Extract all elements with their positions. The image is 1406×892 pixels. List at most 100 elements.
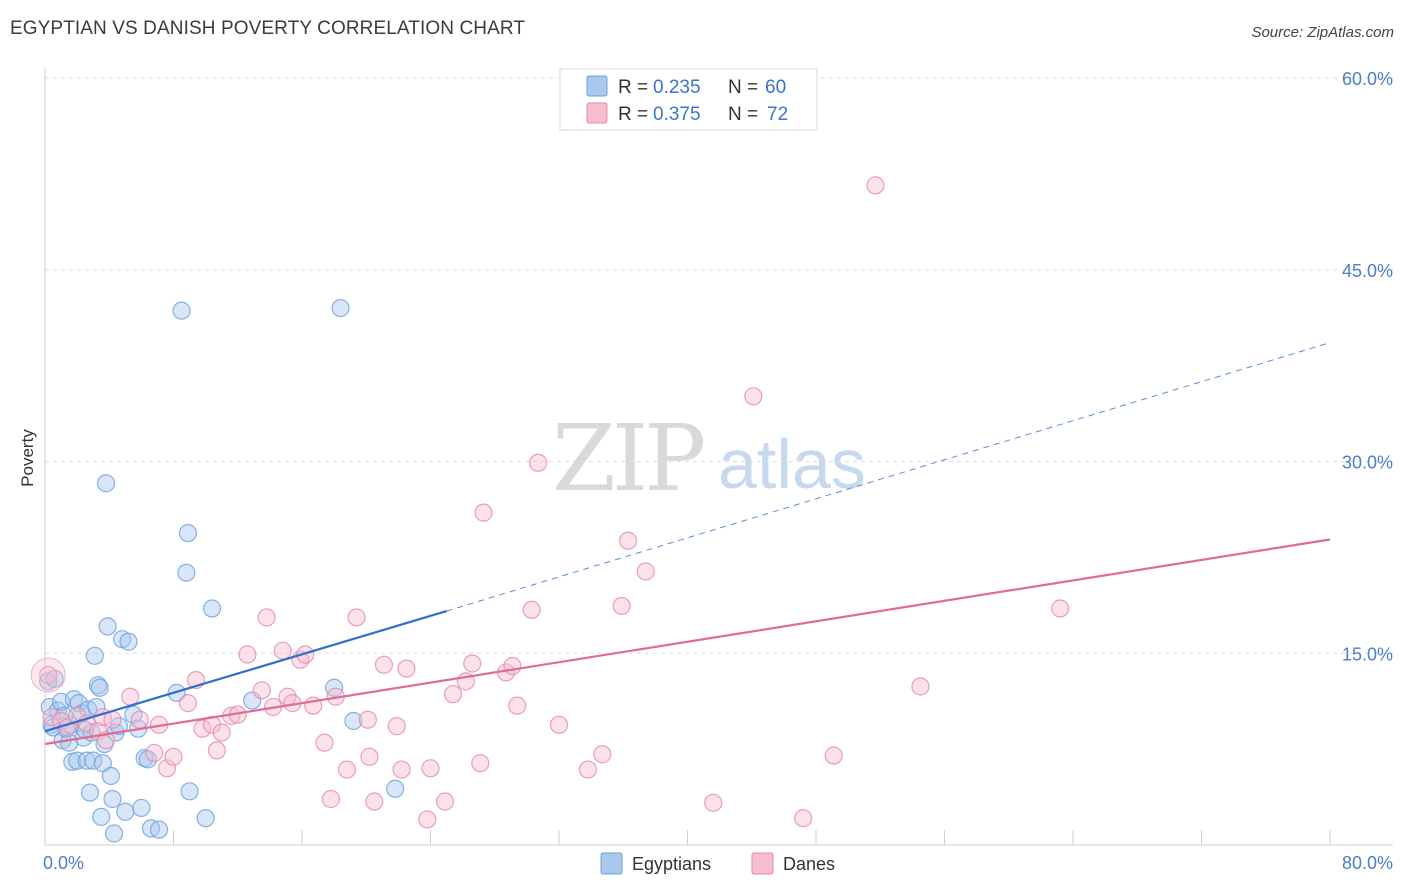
- trend-lines: [44, 342, 1331, 746]
- point-danes-21: [212, 723, 231, 742]
- point-danes-cluster: [30, 657, 66, 693]
- point-danes-46: [418, 810, 437, 829]
- point-danes-42: [374, 655, 394, 674]
- point-danes-26: [257, 608, 276, 627]
- point-egyptians-31: [104, 824, 124, 843]
- point-danes-11: [130, 710, 149, 729]
- point-danes-64: [636, 562, 655, 581]
- legend-r-value-egyptians: 0.235: [653, 77, 701, 98]
- point-egyptians-47: [180, 782, 199, 801]
- point-egyptians-30: [103, 789, 122, 809]
- point-danes-39: [358, 710, 377, 729]
- point-danes-60: [578, 760, 598, 779]
- point-egyptians-46: [178, 523, 198, 543]
- point-danes-41: [365, 792, 384, 811]
- point-danes-0: [39, 665, 58, 685]
- point-egyptians-48: [196, 809, 215, 828]
- y-axis-title: Poverty: [18, 429, 37, 487]
- legend-n-value-danes: 72: [767, 104, 788, 125]
- point-danes-1: [42, 708, 61, 727]
- point-egyptians-21: [85, 646, 104, 665]
- watermark: ZIP atlas: [552, 405, 866, 512]
- point-egyptians-54: [386, 779, 405, 798]
- point-danes-65: [704, 793, 723, 812]
- point-egyptians-12: [68, 751, 87, 770]
- point-danes-28: [273, 641, 292, 660]
- point-danes-40: [360, 747, 379, 766]
- watermark-zip: ZIP: [552, 405, 703, 512]
- point-egyptians-26: [93, 754, 112, 773]
- point-danes-69: [866, 176, 885, 195]
- legend-r-label-egyptians: R =: [618, 77, 648, 98]
- point-egyptians-29: [101, 766, 120, 786]
- point-danes-52: [471, 754, 490, 773]
- point-danes-38: [347, 608, 366, 627]
- source-credit: Source: ZipAtlas.com: [1251, 24, 1394, 41]
- point-danes-20: [207, 741, 226, 760]
- point-danes-71: [1051, 599, 1070, 618]
- series-legend-label-danes: Danes: [783, 854, 835, 874]
- point-egyptians-24: [90, 678, 109, 697]
- point-danes-25: [252, 681, 271, 700]
- point-danes-37: [337, 760, 357, 779]
- point-danes-63: [618, 531, 638, 550]
- point-danes-24: [238, 645, 257, 664]
- grid-lines: [45, 77, 1393, 654]
- point-egyptians-44: [172, 301, 191, 320]
- point-egyptians-45: [177, 563, 196, 582]
- point-danes-18: [193, 719, 212, 738]
- point-egyptians-53: [344, 711, 363, 731]
- legend-n-value-egyptians: 60: [765, 77, 786, 98]
- x-tick-label-max: 80.0%: [1342, 853, 1393, 873]
- point-danes-53: [474, 503, 493, 522]
- point-danes-12: [145, 743, 164, 763]
- point-danes-49: [443, 685, 463, 704]
- x-tick-label-min: 0.0%: [43, 853, 84, 873]
- point-danes-68: [824, 746, 843, 765]
- y-tick-label-45: 45.0%: [1342, 261, 1393, 281]
- point-danes-15: [164, 747, 183, 766]
- point-egyptians-27: [96, 474, 116, 493]
- point-danes-32: [296, 645, 315, 664]
- point-danes-51: [463, 654, 482, 673]
- y-tick-label-30: 30.0%: [1342, 453, 1393, 473]
- point-danes-14: [157, 759, 177, 778]
- point-danes-59: [549, 715, 569, 734]
- point-danes-62: [612, 596, 631, 616]
- point-egyptians-28: [98, 617, 117, 636]
- point-danes-10: [121, 687, 140, 706]
- point-danes-16: [178, 694, 198, 713]
- point-danes-57: [522, 600, 541, 619]
- legend-r-label-danes: R =: [618, 104, 648, 125]
- watermark-atlas: atlas: [718, 425, 866, 503]
- point-egyptians-52: [331, 299, 350, 318]
- y-tick-label-60: 60.0%: [1342, 69, 1393, 89]
- point-egyptians-49: [202, 599, 222, 618]
- point-danes-58: [529, 453, 548, 472]
- series-legend-swatch-danes: [751, 852, 774, 875]
- legend-r-value-danes: 0.375: [653, 104, 701, 125]
- point-danes-45: [397, 659, 416, 678]
- point-danes-70: [911, 677, 930, 696]
- point-danes-43: [387, 717, 406, 736]
- trend-line-egyptians: [44, 610, 447, 733]
- point-danes-61: [593, 745, 612, 764]
- legend-n-label-danes: N =: [728, 104, 758, 125]
- series-legend-swatch-egyptians: [600, 852, 623, 875]
- point-danes-35: [321, 789, 341, 809]
- series-legend: Egyptians Danes: [600, 852, 835, 875]
- point-danes-47: [421, 759, 440, 778]
- point-danes-55: [503, 656, 522, 676]
- series-legend-label-egyptians: Egyptians: [632, 854, 711, 874]
- correlation-legend: R = 0.235 N = 60 R = 0.375 N = 72: [559, 68, 818, 131]
- point-egyptians-42: [149, 820, 169, 839]
- point-egyptians-38: [132, 798, 151, 818]
- point-danes-66: [744, 387, 763, 406]
- legend-n-label-egyptians: N =: [728, 77, 758, 98]
- point-egyptians-35: [116, 802, 135, 821]
- point-egyptians-36: [119, 632, 138, 651]
- trend-line-danes: [44, 538, 1331, 746]
- legend-swatch-egyptians: [586, 75, 608, 97]
- point-egyptians-25: [92, 807, 111, 826]
